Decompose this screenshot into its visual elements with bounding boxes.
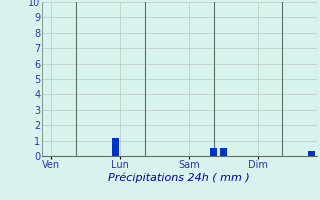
Bar	[220, 148, 227, 156]
Bar	[210, 148, 217, 156]
Bar	[112, 138, 119, 156]
X-axis label: Précipitations 24h ( mm ): Précipitations 24h ( mm )	[108, 173, 250, 183]
Bar	[308, 151, 315, 156]
